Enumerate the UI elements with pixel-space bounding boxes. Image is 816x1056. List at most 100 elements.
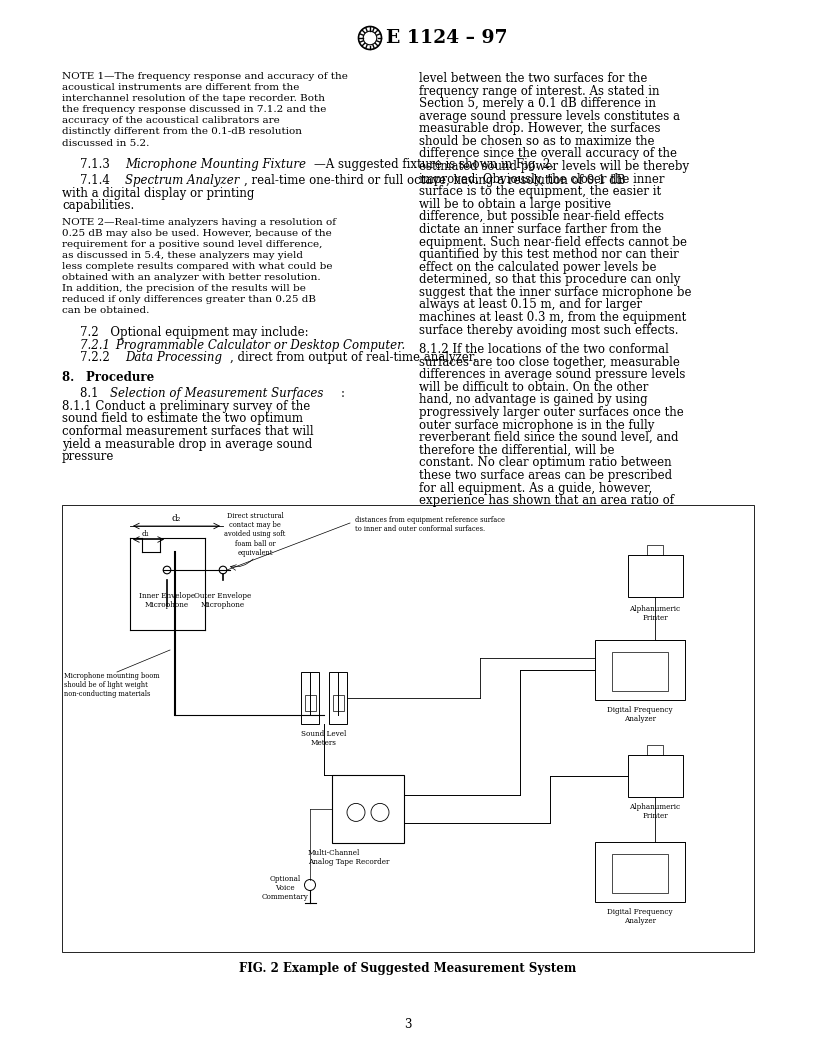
Text: Spectrum Analyzer: Spectrum Analyzer — [126, 174, 240, 187]
Text: interchannel resolution of the tape recorder. Both: interchannel resolution of the tape reco… — [62, 94, 325, 103]
Text: reverberant field since the sound level, and: reverberant field since the sound level,… — [419, 431, 678, 445]
Text: Microphone Mounting Fixture: Microphone Mounting Fixture — [126, 157, 307, 171]
Text: —A suggested fixture is shown in Fig. 2.: —A suggested fixture is shown in Fig. 2. — [313, 157, 553, 171]
Bar — [647, 744, 663, 755]
Text: Sound Level
Meters: Sound Level Meters — [301, 730, 347, 748]
Text: surfaces are too close together, measurable: surfaces are too close together, measura… — [419, 356, 680, 369]
Bar — [612, 854, 668, 893]
Text: level between the two surfaces for the: level between the two surfaces for the — [419, 72, 647, 84]
Bar — [62, 505, 754, 953]
Text: d₁: d₁ — [141, 529, 149, 538]
Text: Data Processing: Data Processing — [126, 351, 223, 364]
Bar — [332, 696, 344, 711]
Bar — [595, 640, 685, 700]
Text: will be to obtain a large positive: will be to obtain a large positive — [419, 197, 611, 211]
Text: differences in average sound pressure levels: differences in average sound pressure le… — [419, 369, 685, 381]
Text: 7.1.4: 7.1.4 — [80, 174, 116, 187]
Text: 8.1.1 Conduct a preliminary survey of the: 8.1.1 Conduct a preliminary survey of th… — [62, 400, 310, 413]
Text: , direct from output of real-time analyzer.: , direct from output of real-time analyz… — [230, 351, 477, 364]
Text: Direct structural
contact may be
avoided using soft
foam ball or
equivalent: Direct structural contact may be avoided… — [224, 512, 286, 557]
Text: 7.2.2: 7.2.2 — [80, 351, 116, 364]
Text: measurable drop. However, the surfaces: measurable drop. However, the surfaces — [419, 122, 660, 135]
Text: will be difficult to obtain. On the other: will be difficult to obtain. On the othe… — [419, 381, 649, 394]
Text: therefore the differential, will be: therefore the differential, will be — [419, 444, 614, 457]
Text: equipment. Such near-field effects cannot be: equipment. Such near-field effects canno… — [419, 235, 687, 248]
Text: for all equipment. As a guide, however,: for all equipment. As a guide, however, — [419, 482, 652, 494]
Text: dictate an inner surface farther from the: dictate an inner surface farther from th… — [419, 223, 662, 235]
Text: 7.1.3: 7.1.3 — [80, 157, 116, 171]
Text: yield a measurable drop in average sound: yield a measurable drop in average sound — [62, 437, 313, 451]
Text: average sound pressure levels constitutes a: average sound pressure levels constitute… — [419, 110, 680, 122]
Bar — [329, 672, 347, 724]
Bar — [301, 672, 319, 724]
Text: Digital Frequency
Analyzer: Digital Frequency Analyzer — [607, 908, 673, 925]
Text: Multi-Channel
Analog Tape Recorder: Multi-Channel Analog Tape Recorder — [308, 849, 389, 866]
Text: FIG. 2 Example of Suggested Measurement System: FIG. 2 Example of Suggested Measurement … — [239, 962, 577, 975]
Text: d₂: d₂ — [172, 514, 181, 524]
Text: NOTE 1—The frequency response and accuracy of the: NOTE 1—The frequency response and accura… — [62, 72, 348, 81]
Text: frequency range of interest. As stated in: frequency range of interest. As stated i… — [419, 84, 659, 97]
Bar — [595, 842, 685, 902]
Text: Alphanumeric
Printer: Alphanumeric Printer — [629, 605, 681, 622]
Text: reduced if only differences greater than 0.25 dB: reduced if only differences greater than… — [62, 296, 316, 304]
Text: Microphone mounting boom
should be of light weight
non-conducting materials: Microphone mounting boom should be of li… — [64, 672, 160, 698]
Text: 8.1.2 If the locations of the two conformal: 8.1.2 If the locations of the two confor… — [419, 343, 669, 356]
Text: less complete results compared with what could be: less complete results compared with what… — [62, 262, 332, 271]
Text: 7.2 Optional equipment may include:: 7.2 Optional equipment may include: — [80, 326, 308, 339]
Text: these two surface areas can be prescribed: these two surface areas can be prescribe… — [419, 469, 672, 482]
Text: constant. No clear optimum ratio between: constant. No clear optimum ratio between — [419, 456, 672, 470]
Text: surface thereby avoiding most such effects.: surface thereby avoiding most such effec… — [419, 323, 678, 337]
Text: outer surface microphone is in the fully: outer surface microphone is in the fully — [419, 418, 654, 432]
Text: 8. Procedure: 8. Procedure — [62, 371, 154, 383]
Text: NOTE 2—Real-time analyzers having a resolution of: NOTE 2—Real-time analyzers having a reso… — [62, 218, 336, 227]
Text: capabilities.: capabilities. — [62, 200, 135, 212]
Text: Outer Envelope
Microphone: Outer Envelope Microphone — [194, 592, 251, 609]
Text: conformal measurement surfaces that will: conformal measurement surfaces that will — [62, 425, 313, 438]
Text: Optional
Voice
Commentary: Optional Voice Commentary — [262, 875, 308, 902]
Text: accuracy of the acoustical calibrators are: accuracy of the acoustical calibrators a… — [62, 116, 280, 126]
Text: pressure: pressure — [62, 450, 114, 464]
Text: with a digital display or printing: with a digital display or printing — [62, 187, 255, 200]
Bar — [304, 696, 316, 711]
Text: progressively larger outer surfaces once the: progressively larger outer surfaces once… — [419, 407, 684, 419]
Text: as discussed in 5.4, these analyzers may yield: as discussed in 5.4, these analyzers may… — [62, 251, 303, 260]
Text: Alphanumeric
Printer: Alphanumeric Printer — [629, 803, 681, 821]
Text: Selection of Measurement Surfaces: Selection of Measurement Surfaces — [110, 388, 324, 400]
Text: 0.25 dB may also be used. However, because of the: 0.25 dB may also be used. However, becau… — [62, 228, 332, 238]
Bar — [612, 652, 668, 691]
Text: sound field to estimate the two optimum: sound field to estimate the two optimum — [62, 413, 303, 426]
Bar — [628, 755, 682, 797]
Text: always at least 0.15 m, and for larger: always at least 0.15 m, and for larger — [419, 299, 642, 312]
Text: the frequency response discussed in 7.1.2 and the: the frequency response discussed in 7.1.… — [62, 106, 326, 114]
Text: Section 5, merely a 0.1 dB difference in: Section 5, merely a 0.1 dB difference in — [419, 97, 656, 110]
Text: Digital Frequency
Analyzer: Digital Frequency Analyzer — [607, 706, 673, 723]
Text: surface is to the equipment, the easier it: surface is to the equipment, the easier … — [419, 185, 661, 199]
Text: obtained with an analyzer with better resolution.: obtained with an analyzer with better re… — [62, 274, 321, 282]
Text: , real-time one-third or full octave, having a resolution of 0.1 dB: , real-time one-third or full octave, ha… — [244, 174, 625, 187]
Text: difference since the overall accuracy of the: difference since the overall accuracy of… — [419, 148, 677, 161]
Text: 8.1: 8.1 — [80, 388, 110, 400]
Text: distances from equipment reference surface
to inner and outer conformal surfaces: distances from equipment reference surfa… — [355, 516, 505, 533]
Text: determined, so that this procedure can only: determined, so that this procedure can o… — [419, 274, 681, 286]
Text: :: : — [340, 388, 344, 400]
Text: E 1124 – 97: E 1124 – 97 — [385, 29, 507, 48]
Text: experience has shown that an area ratio of: experience has shown that an area ratio … — [419, 494, 674, 507]
Text: improved. Obviously, the closer the inner: improved. Obviously, the closer the inne… — [419, 172, 664, 186]
Text: In addition, the precision of the results will be: In addition, the precision of the result… — [62, 284, 306, 294]
Bar — [332, 775, 404, 843]
Text: acoustical instruments are different from the: acoustical instruments are different fro… — [62, 83, 299, 92]
Text: should be chosen so as to maximize the: should be chosen so as to maximize the — [419, 135, 654, 148]
Text: 7.2.1 Programmable Calculator or Desktop Computer.: 7.2.1 Programmable Calculator or Desktop… — [80, 339, 406, 352]
Text: requirement for a positive sound level difference,: requirement for a positive sound level d… — [62, 240, 322, 249]
Text: can be obtained.: can be obtained. — [62, 306, 149, 316]
Text: 3: 3 — [404, 1018, 412, 1031]
Text: Inner Envelope
Microphone: Inner Envelope Microphone — [139, 592, 195, 609]
Text: hand, no advantage is gained by using: hand, no advantage is gained by using — [419, 394, 648, 407]
Text: difference, but possible near-field effects: difference, but possible near-field effe… — [419, 210, 664, 224]
Text: estimated sound power levels will be thereby: estimated sound power levels will be the… — [419, 161, 690, 173]
Text: effect on the calculated power levels be: effect on the calculated power levels be — [419, 261, 657, 274]
Text: suggest that the inner surface microphone be: suggest that the inner surface microphon… — [419, 286, 691, 299]
Text: discussed in 5.2.: discussed in 5.2. — [62, 138, 149, 148]
Text: distinctly different from the 0.1-dB resolution: distinctly different from the 0.1-dB res… — [62, 128, 302, 136]
Text: machines at least 0.3 m, from the equipment: machines at least 0.3 m, from the equipm… — [419, 312, 686, 324]
